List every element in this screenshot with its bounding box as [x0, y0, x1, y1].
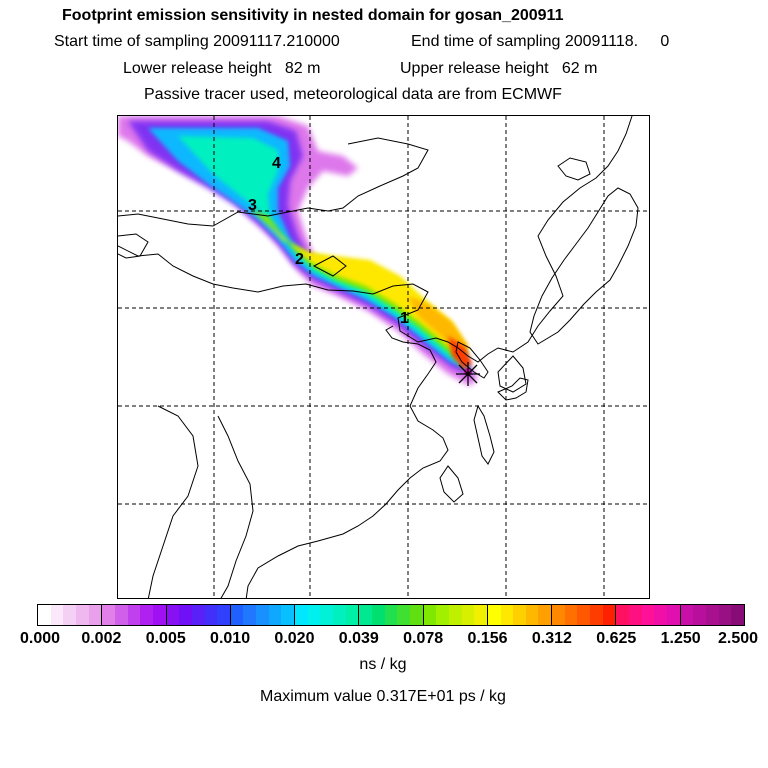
colorbar-swatch — [256, 605, 269, 625]
colorbar-swatch — [152, 605, 166, 625]
colorbar-segment — [230, 605, 296, 625]
colorbar-swatch — [693, 605, 706, 625]
colorbar-swatch — [409, 605, 423, 625]
colorbar-swatch — [230, 605, 244, 625]
max-value-label: Maximum value 0.317E+01 ps / kg — [260, 688, 506, 705]
end-time-label: End time of sampling 20091118. 0 — [411, 33, 670, 50]
plot-title: Footprint emission sensitivity in nested… — [62, 7, 564, 24]
colorbar-swatch — [333, 605, 346, 625]
colorbar-tick-label: 0.020 — [274, 630, 315, 647]
colorbar-swatch — [705, 605, 719, 625]
colorbar-tick-label: 0.000 — [19, 630, 61, 647]
colorbar-swatch — [654, 605, 668, 625]
grid — [118, 116, 649, 598]
colorbar-segment — [166, 605, 231, 625]
colorbar-swatch — [500, 605, 514, 625]
colorbar-swatch — [577, 605, 591, 625]
colorbar-segment — [680, 605, 744, 625]
colorbar-tick-label: 0.002 — [81, 630, 122, 647]
colorbar-swatch — [564, 605, 578, 625]
colorbar-segment — [102, 605, 167, 625]
map-svg: 1 2 3 4 — [118, 116, 649, 598]
colorbar-tick-label: 0.010 — [210, 630, 251, 647]
colorbar-swatch — [602, 605, 616, 625]
map-panel: 1 2 3 4 — [117, 115, 650, 599]
colorbar-tick-label: 2.500 — [717, 630, 759, 647]
receptor-star-icon — [456, 362, 480, 386]
colorbar-swatch — [243, 605, 257, 625]
colorbar-swatch — [217, 605, 230, 625]
colorbar-swatch — [718, 605, 732, 625]
start-time-label: Start time of sampling 20091117.210000 — [54, 33, 340, 50]
colorbar-swatch — [50, 605, 64, 625]
colorbar-swatch — [75, 605, 89, 625]
emission-plume — [118, 116, 478, 386]
colorbar-swatch — [448, 605, 462, 625]
colorbar-swatch — [641, 605, 655, 625]
colorbar-swatch — [590, 605, 603, 625]
colorbar-swatch — [680, 605, 694, 625]
colorbar-segment — [616, 605, 681, 625]
colorbar-swatch — [359, 605, 372, 625]
colorbar-swatch — [487, 605, 501, 625]
colorbar-swatch — [204, 605, 218, 625]
trajectory-marker-4: 4 — [272, 155, 281, 172]
colorbar-segment — [38, 605, 103, 625]
upper-height-label: Upper release height 62 m — [400, 60, 598, 77]
colorbar-swatch — [140, 605, 153, 625]
colorbar-swatch — [191, 605, 205, 625]
colorbar-segment — [295, 605, 360, 625]
colorbar-segment — [552, 605, 617, 625]
colorbar-swatch — [268, 605, 282, 625]
colorbar-tick-label: 0.005 — [145, 630, 186, 647]
colorbar-swatch — [320, 605, 334, 625]
colorbar-swatch — [552, 605, 565, 625]
colorbar-swatch — [525, 605, 539, 625]
colorbar-swatch — [166, 605, 180, 625]
colorbar-swatch — [397, 605, 410, 625]
colorbar-swatch — [88, 605, 102, 625]
colorbar-swatch — [38, 605, 51, 625]
coastlines — [118, 116, 639, 598]
colorbar-tick-label: 0.156 — [467, 630, 508, 647]
colorbar-swatch — [436, 605, 449, 625]
colorbar-swatch — [384, 605, 398, 625]
colorbar-swatch — [102, 605, 115, 625]
trajectory-marker-2: 2 — [295, 251, 304, 268]
colorbar-tick-label: 0.039 — [338, 630, 379, 647]
tracer-note: Passive tracer used, meteorological data… — [144, 86, 562, 103]
colorbar — [37, 604, 745, 626]
colorbar-swatch — [127, 605, 141, 625]
colorbar-swatch — [513, 605, 526, 625]
colorbar-segment — [423, 605, 488, 625]
colorbar-unit: ns / kg — [359, 656, 407, 673]
colorbar-swatch — [179, 605, 192, 625]
colorbar-swatch — [731, 605, 744, 625]
colorbar-tick-label: 0.078 — [403, 630, 444, 647]
colorbar-swatch — [295, 605, 308, 625]
colorbar-tick-label: 0.312 — [531, 630, 572, 647]
colorbar-swatch — [629, 605, 642, 625]
colorbar-swatch — [307, 605, 321, 625]
colorbar-segment — [359, 605, 424, 625]
trajectory-marker-3: 3 — [248, 197, 257, 214]
colorbar-swatch — [345, 605, 359, 625]
colorbar-swatch — [474, 605, 487, 625]
colorbar-tick-label: 1.250 — [660, 630, 701, 647]
trajectory-marker-1: 1 — [400, 310, 409, 327]
colorbar-swatch — [538, 605, 552, 625]
colorbar-swatch — [616, 605, 630, 625]
colorbar-swatch — [63, 605, 76, 625]
colorbar-swatch — [667, 605, 680, 625]
colorbar-swatch — [114, 605, 128, 625]
colorbar-swatch — [423, 605, 437, 625]
colorbar-swatch — [461, 605, 475, 625]
colorbar-segment — [487, 605, 553, 625]
colorbar-swatch — [371, 605, 385, 625]
colorbar-tick-label: 0.625 — [596, 630, 637, 647]
lower-height-label: Lower release height 82 m — [123, 60, 321, 77]
colorbar-swatch — [281, 605, 295, 625]
